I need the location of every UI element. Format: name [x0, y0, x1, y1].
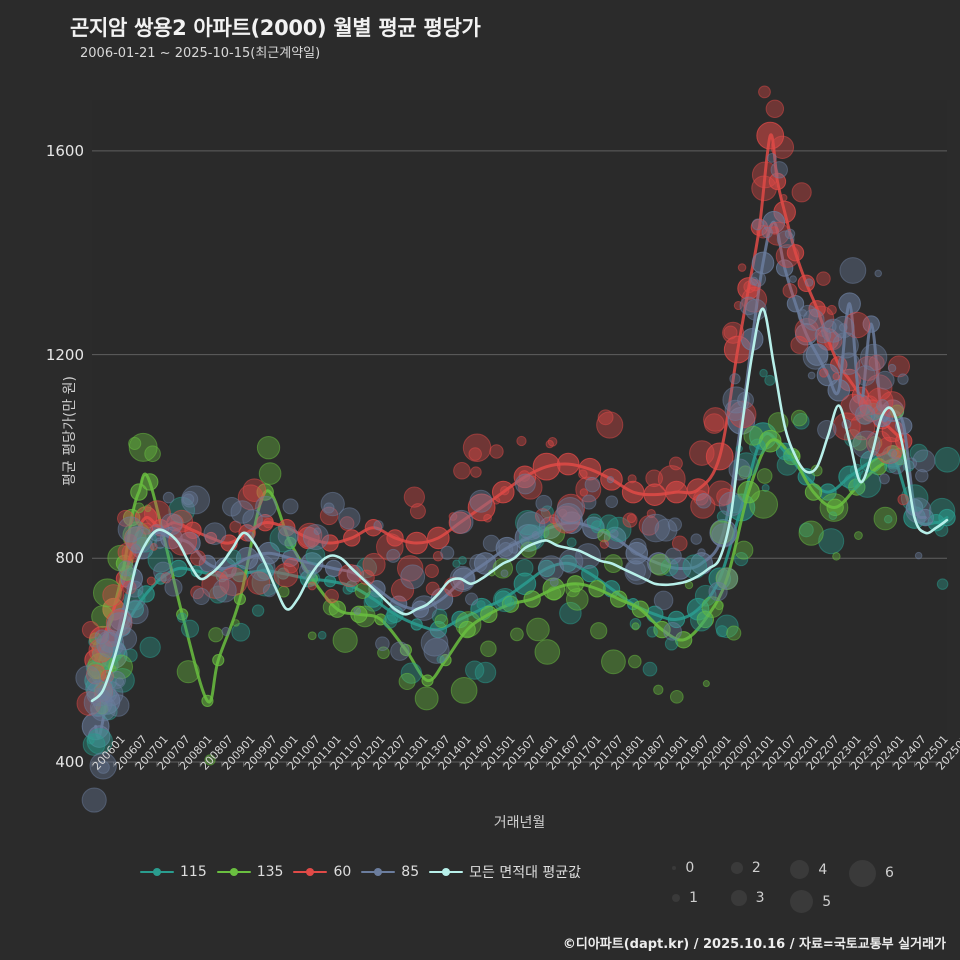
size-legend-value: 0: [685, 860, 695, 876]
legend-item-60[interactable]: 60: [293, 864, 351, 880]
size-legend-bubble: [790, 860, 810, 880]
series-legend[interactable]: 115 135 60 85 모든 면적대 평균값: [140, 862, 581, 882]
bubble-size-legend: 0 2 4 6 1 3 5: [672, 860, 912, 922]
size-legend-value: 2: [751, 860, 761, 876]
legend-marker-icon: [216, 866, 251, 878]
size-legend-entry: 2: [731, 860, 761, 876]
legend-label: 60: [333, 864, 352, 880]
y-axis-label: 평균 평당가(만 원): [61, 376, 78, 486]
legend-item-135[interactable]: 135: [216, 864, 284, 880]
size-legend-entry: 4: [790, 860, 828, 880]
x-axis-label: 거래년월: [493, 815, 546, 831]
legend-label: 85: [401, 864, 420, 880]
size-legend-bubble: [672, 865, 677, 871]
legend-item-85[interactable]: 85: [361, 864, 419, 880]
legend-label: 모든 면적대 평균값: [469, 865, 582, 881]
legend-item-모든 면적대 평균값[interactable]: 모든 면적대 평균값: [429, 862, 581, 882]
footer-credit: ©디아파트(dapt.kr) / 2025.10.16 / 자료=국토교통부 실…: [562, 937, 946, 952]
size-legend-entry: 1: [672, 890, 698, 906]
size-legend-bubble: [790, 890, 814, 914]
size-legend-value: 1: [689, 890, 699, 906]
size-legend-bubble: [849, 860, 876, 887]
legend-marker-icon: [361, 866, 396, 878]
page-title: 곤지암 쌍용2 아파트(2000) 월별 평균 평당가: [70, 16, 481, 40]
size-legend-value: 5: [822, 893, 832, 910]
page-subtitle: 2006-01-21 ~ 2025-10-15(최근계약일): [80, 46, 321, 61]
legend-label: 115: [180, 864, 207, 880]
legend-marker-icon: [429, 866, 464, 878]
legend-label: 135: [256, 864, 284, 880]
size-legend-entry: 6: [849, 860, 894, 887]
chart-canvas: [75, 85, 960, 813]
y-tick-label: 1600: [45, 141, 84, 160]
size-legend-entry: 0: [672, 860, 694, 876]
legend-marker-icon: [293, 866, 328, 878]
legend-item-115[interactable]: 115: [140, 864, 207, 880]
series-average-line: [90, 307, 949, 703]
y-tick-label: 400: [55, 753, 84, 771]
legend-marker-icon: [140, 866, 174, 878]
size-legend-bubble: [731, 890, 747, 906]
size-legend-entry: 3: [731, 890, 765, 906]
size-legend-value: 3: [755, 890, 765, 906]
size-legend-bubble: [731, 862, 743, 874]
y-tick-label: 1200: [45, 345, 84, 364]
y-tick-label: 800: [55, 549, 84, 568]
plot-area: 평균 평당가(만 원) 거래년월 400 800 1200 1600 200601 20…: [46, 85, 960, 831]
size-legend-bubble: [672, 893, 681, 903]
size-legend-value: 4: [818, 861, 828, 878]
size-legend-value: 6: [884, 865, 894, 882]
size-legend-entry: 5: [790, 890, 832, 914]
